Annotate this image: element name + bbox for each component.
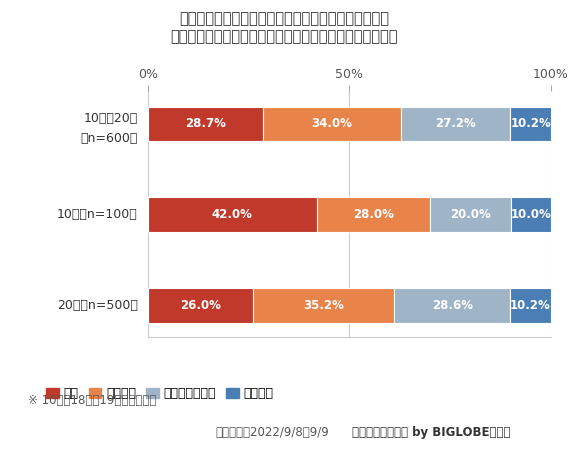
Text: （n=600）: （n=600） [80, 132, 137, 145]
Bar [253, 288, 395, 323]
Text: 20代（n=500）: 20代（n=500） [57, 299, 137, 312]
Bar [510, 288, 551, 323]
Bar [148, 288, 253, 323]
Bar [510, 106, 552, 142]
Text: 10代（n=100）: 10代（n=100） [57, 208, 137, 221]
Text: 「排除（キャンセル）された人は、被害者が許すまで: 「排除（キャンセル）された人は、被害者が許すまで [179, 11, 389, 26]
Text: 10.2%: 10.2% [510, 299, 551, 312]
Bar [148, 197, 317, 232]
Text: 28.6%: 28.6% [432, 299, 473, 312]
Text: 社会復帰をすべきではない」と思うか【１０代、２０代】: 社会復帰をすべきではない」と思うか【１０代、２０代】 [170, 30, 398, 45]
Bar [430, 197, 511, 232]
Text: 「あしたメディア by BIGLOBE」調べ: 「あしたメディア by BIGLOBE」調べ [352, 426, 511, 439]
Text: 42.0%: 42.0% [212, 208, 253, 221]
Text: ※ 10代は18歳、19歳が調査対象: ※ 10代は18歳、19歳が調査対象 [28, 394, 157, 407]
Text: 28.0%: 28.0% [353, 208, 394, 221]
Text: 20.0%: 20.0% [450, 208, 491, 221]
Text: 10.0%: 10.0% [511, 208, 551, 221]
Bar [264, 106, 400, 142]
Text: 26.0%: 26.0% [179, 299, 220, 312]
Bar [511, 197, 551, 232]
Text: 10.2%: 10.2% [511, 117, 551, 131]
Bar [395, 288, 510, 323]
Text: 10代、20代: 10代、20代 [83, 112, 137, 125]
Bar [317, 197, 430, 232]
Text: 35.2%: 35.2% [303, 299, 344, 312]
Bar [148, 106, 264, 142]
Bar [400, 106, 510, 142]
Text: 調査期間：2022/9/8～9/9: 調査期間：2022/9/8～9/9 [216, 426, 329, 439]
Text: 28.7%: 28.7% [185, 117, 226, 131]
Legend: 思う, やや思う, あまり思わない, 思わない: 思う, やや思う, あまり思わない, 思わない [41, 382, 278, 405]
Text: 34.0%: 34.0% [311, 117, 352, 131]
Text: 27.2%: 27.2% [435, 117, 476, 131]
